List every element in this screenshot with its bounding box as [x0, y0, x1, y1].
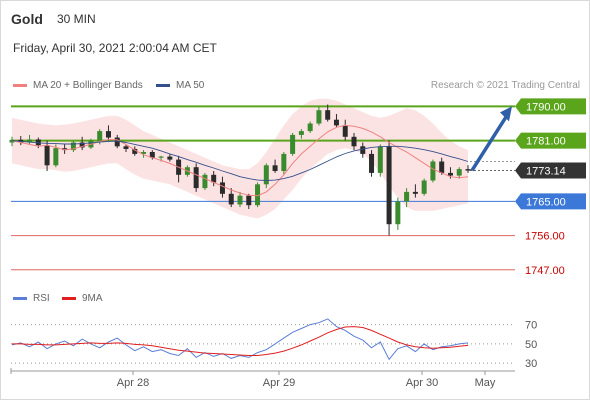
legend-ma50: MA 50: [156, 80, 204, 91]
candle-body: [228, 193, 234, 205]
candle-body: [439, 161, 445, 173]
x-tick-label: Apr 29: [263, 377, 295, 389]
rsi-level-label-50: 50: [525, 339, 537, 351]
candle-body: [360, 146, 366, 154]
candle-body: [395, 201, 401, 225]
rsi-level-label-70: 70: [525, 320, 537, 332]
candle-body: [404, 191, 410, 202]
candle-body: [193, 167, 199, 189]
candle-body: [272, 165, 278, 171]
candle-body: [298, 131, 304, 135]
candle-body: [70, 142, 76, 151]
level-tag-text-1765.00: 1765.00: [526, 196, 566, 208]
projection-arrow-shaft: [470, 114, 509, 172]
candle-body: [62, 148, 68, 151]
candle-body: [369, 153, 375, 173]
level-tag-1781.00: [515, 132, 586, 149]
projection-arrow-head: [500, 106, 512, 122]
rsi-level-label-30: 30: [525, 358, 537, 370]
x-tick-label: Apr 30: [406, 377, 438, 389]
candle-body: [255, 184, 261, 206]
candle-body: [97, 131, 103, 141]
candle-body: [123, 146, 129, 149]
candle-body: [149, 152, 155, 158]
legend-label-rsi: RSI: [33, 293, 50, 304]
candle-body: [281, 153, 287, 171]
timeframe-label: 30 MIN: [57, 12, 96, 26]
candle-body: [447, 172, 453, 176]
candle-body: [35, 139, 41, 146]
rsi-9ma-line: [12, 326, 469, 356]
legend-swatch-ma50: [156, 84, 170, 87]
candle-body: [377, 146, 383, 173]
candle-body: [246, 195, 252, 206]
candle-body: [325, 110, 331, 120]
candle-body: [421, 180, 427, 194]
legend-label-ma20: MA 20 + Bollinger Bands: [33, 80, 143, 91]
datetime-label: Friday, April 30, 2021 2:00:04 AM CET: [13, 41, 217, 55]
candle-body: [53, 148, 59, 166]
candle-body: [167, 156, 173, 160]
legend-swatch-rsi: [13, 297, 27, 300]
candle-body: [44, 145, 50, 166]
legend-swatch-ma20: [13, 84, 27, 87]
ma20-line: [11, 124, 469, 197]
candle-body: [290, 134, 296, 154]
candle-body: [351, 136, 357, 147]
level-label-1747.00: 1747.00: [525, 265, 565, 277]
candle-body: [27, 139, 33, 143]
level-tag-1773.14: [515, 162, 586, 179]
candle-body: [237, 195, 243, 205]
candle-body: [307, 123, 313, 132]
candle-body: [386, 146, 392, 225]
x-tick-label: May: [475, 377, 496, 389]
legend-ma20: MA 20 + Bollinger Bands: [13, 80, 143, 91]
source-credit: Research © 2021 Trading Central: [430, 80, 580, 91]
candle-body: [132, 148, 138, 154]
level-label-1756.00: 1756.00: [525, 231, 565, 243]
legend-label-9ma: 9MA: [82, 293, 103, 304]
candle-body: [105, 131, 111, 138]
x-tick-label: Apr 28: [117, 377, 149, 389]
candle-body: [316, 110, 322, 124]
candle-body: [333, 119, 339, 126]
bollinger-band-area: [12, 98, 468, 219]
candle-body: [412, 191, 418, 194]
symbol-title: Gold: [11, 11, 43, 27]
level-tag-text-1781.00: 1781.00: [526, 136, 566, 148]
level-tag-1790.00: [515, 98, 586, 115]
candle-body: [114, 137, 120, 147]
candle-body: [465, 169, 471, 171]
level-tag-1765.00: [515, 193, 586, 210]
candle-body: [79, 142, 85, 148]
candle-body: [263, 165, 269, 185]
candle-body: [342, 125, 348, 137]
candle-body: [202, 174, 208, 189]
candle-body: [211, 174, 217, 183]
legend-rsi: RSI: [13, 293, 50, 304]
candle-body: [219, 182, 225, 194]
legend-9ma: 9MA: [62, 293, 103, 304]
candle-body: [158, 156, 164, 158]
legend-swatch-9ma: [62, 297, 76, 300]
candle-body: [141, 152, 147, 154]
legend-label-ma50: MA 50: [176, 80, 205, 91]
ma50-line: [11, 140, 469, 181]
candle-body: [430, 161, 436, 181]
candle-body: [456, 169, 462, 176]
candle-body: [9, 139, 15, 143]
level-tag-text-1773.14: 1773.14: [526, 165, 566, 177]
level-tag-text-1790.00: 1790.00: [526, 101, 566, 113]
